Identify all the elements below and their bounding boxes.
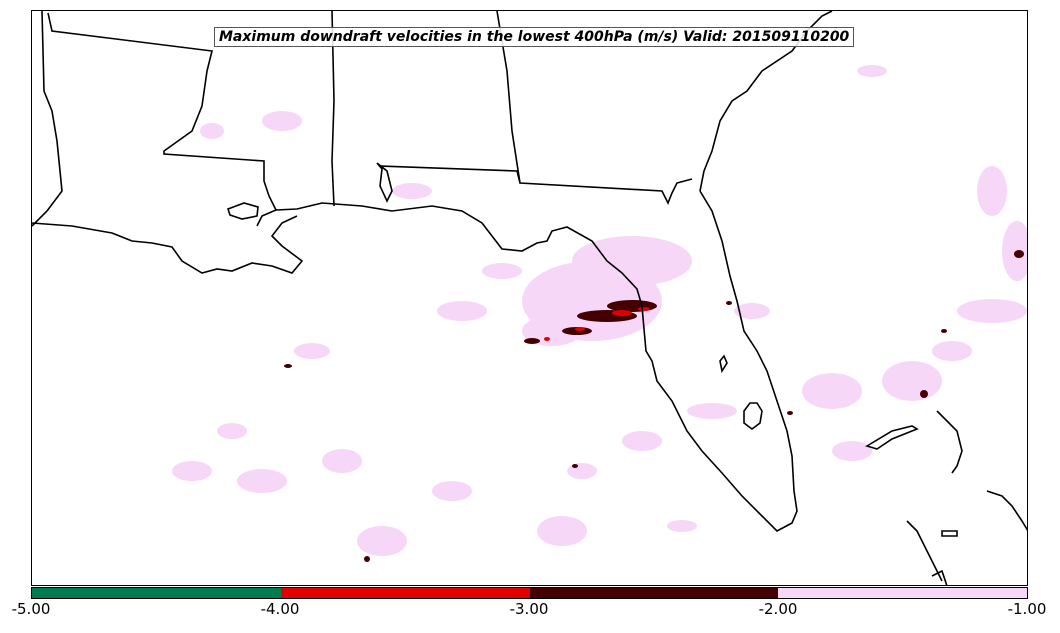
map-canvas	[32, 11, 1027, 585]
colorbar	[31, 587, 1028, 599]
map-panel: Maximum downdraft velocities in the lowe…	[31, 10, 1028, 586]
colorbar-tick-label: -3.00	[509, 600, 549, 618]
colorbar-tick-label: -4.00	[260, 600, 300, 618]
colorbar-tick-label: -2.00	[758, 600, 798, 618]
coastlines-and-borders	[32, 11, 1027, 585]
colorbar-segment	[280, 588, 530, 598]
light-downdraft-areas	[172, 65, 1027, 556]
colorbar-segment	[32, 588, 281, 598]
colorbar-segment	[778, 588, 1027, 598]
colorbar-segment	[529, 588, 779, 598]
colorbar-tick-label: -5.00	[11, 600, 51, 618]
red-downdraft-cores	[544, 307, 650, 341]
map-title: Maximum downdraft velocities in the lowe…	[214, 27, 855, 47]
colorbar-tick-label: -1.00	[1007, 600, 1047, 618]
